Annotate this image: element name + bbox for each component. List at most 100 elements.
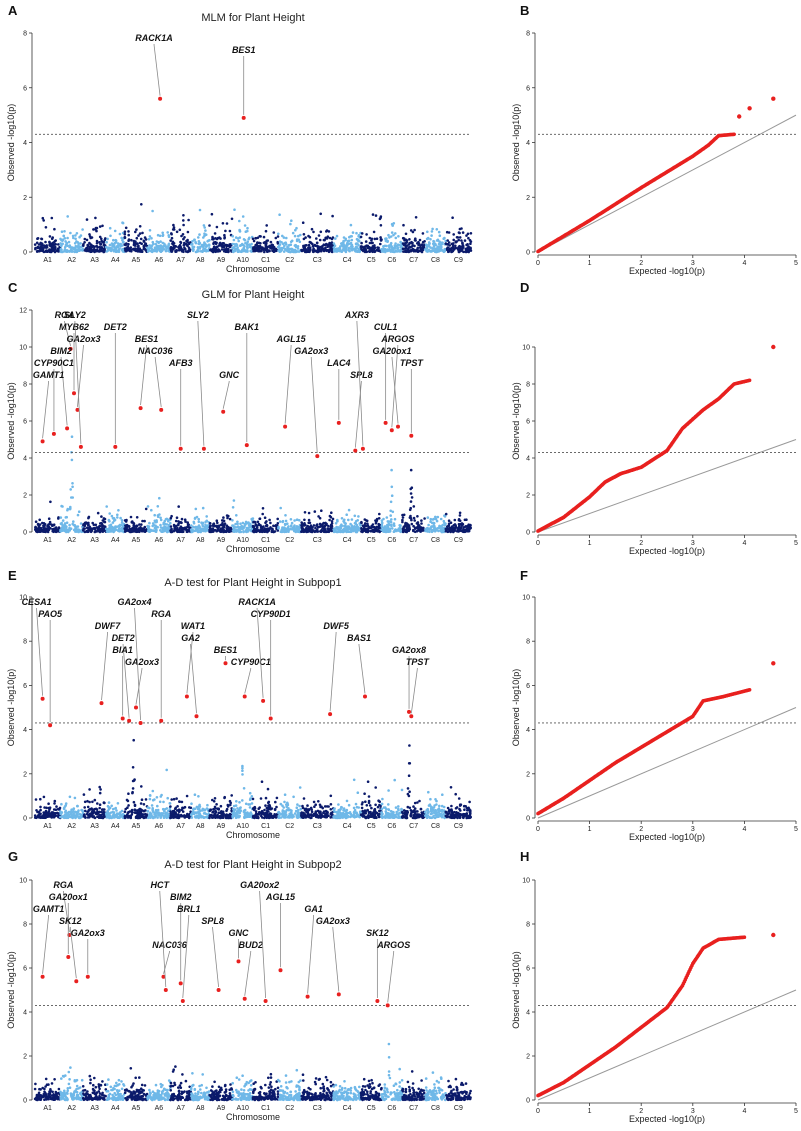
snp-point [231, 234, 234, 238]
snp-point [169, 521, 172, 525]
snp-point [287, 525, 290, 528]
snp-point [466, 243, 469, 246]
snp-point [121, 524, 125, 528]
snp-point [435, 228, 439, 231]
snp-point [159, 526, 163, 529]
snp-points [33, 738, 473, 820]
snp-point [60, 504, 63, 508]
y-axis-label: Observed -log10(p) [6, 104, 16, 182]
snp-point [79, 242, 82, 245]
snp-point [64, 249, 67, 252]
snp-point [43, 806, 46, 809]
snp-point [123, 814, 127, 818]
snp-point [232, 527, 235, 530]
gene-label-det2: DET2 [104, 322, 127, 332]
snp-point [262, 235, 266, 239]
snp-point [298, 519, 301, 522]
snp-point [153, 513, 156, 517]
snp-point [370, 525, 374, 529]
snp-point [124, 807, 127, 811]
snp-point [222, 524, 226, 527]
snp-point [183, 805, 187, 809]
snp-point [331, 517, 335, 521]
snp-point [405, 250, 408, 254]
snp-point [401, 518, 404, 522]
snp-point [93, 807, 96, 811]
snp-point [252, 247, 255, 251]
snp-point [63, 230, 66, 233]
snp-point [230, 217, 234, 221]
y-tick-label: 6 [23, 85, 27, 92]
snp-point [327, 527, 330, 531]
expected-line [537, 114, 797, 253]
snp-point [71, 482, 74, 485]
gene-label-spl8: SPL8 [350, 370, 373, 380]
y-tick-label: 8 [23, 382, 27, 389]
snp-point [410, 496, 414, 499]
snp-point [74, 244, 78, 248]
snp-point [37, 810, 41, 814]
x-tick-label: 1 [588, 540, 592, 547]
snp-point [142, 529, 146, 533]
snp-point [376, 246, 379, 249]
snp-point [443, 247, 447, 251]
snp-point [100, 515, 103, 518]
snp-point [257, 249, 260, 253]
snp-point [394, 236, 398, 240]
snp-point [192, 520, 196, 524]
snp-point [132, 239, 136, 243]
snp-point [198, 241, 202, 245]
snp-point [337, 247, 340, 250]
snp-point [68, 795, 72, 799]
gene-leader-line [284, 345, 292, 424]
snp-point [289, 240, 293, 244]
snp-point [451, 216, 454, 219]
snp-point [44, 240, 47, 244]
snp-point [283, 522, 287, 526]
chromosome-label-A2: A2 [67, 257, 76, 264]
snp-point [125, 246, 129, 250]
snp-point [379, 236, 382, 239]
snp-point [279, 506, 283, 510]
snp-point [452, 526, 456, 530]
snp-point [221, 222, 225, 225]
panel-title-C: GLM for Plant Height [202, 289, 305, 301]
snp-point [335, 250, 338, 253]
qq-point [747, 378, 752, 383]
y-tick-label: 8 [526, 382, 530, 389]
snp-point [342, 239, 345, 243]
snp-point [150, 245, 153, 248]
snp-point [93, 250, 96, 254]
snp-point [139, 237, 143, 241]
snp-point [296, 247, 300, 250]
snp-point [135, 516, 139, 519]
snp-point [181, 806, 184, 810]
snp-point [316, 525, 320, 529]
snp-point [228, 229, 232, 233]
snp-point [371, 213, 375, 216]
snp-point [405, 528, 409, 531]
snp-point [171, 228, 175, 231]
snp-point [72, 520, 75, 523]
snp-point [144, 238, 148, 241]
snp-point [289, 518, 293, 521]
snp-point [101, 519, 105, 522]
snp-point [193, 812, 196, 815]
snp-point [370, 239, 373, 242]
snp-point [175, 516, 179, 519]
snp-point [442, 250, 446, 254]
x-axis-label: Chromosome [226, 264, 280, 274]
snp-point [295, 226, 298, 230]
snp-point [48, 808, 51, 811]
snp-point [75, 526, 78, 529]
snp-point [469, 246, 472, 250]
snp-point [347, 246, 351, 250]
qq-point [732, 132, 736, 137]
snp-point [380, 249, 384, 253]
snp-point [232, 499, 236, 502]
snp-point [98, 791, 102, 795]
snp-point [70, 496, 73, 499]
snp-point [118, 816, 121, 820]
significant-snp [158, 96, 163, 101]
snp-point [265, 530, 269, 533]
